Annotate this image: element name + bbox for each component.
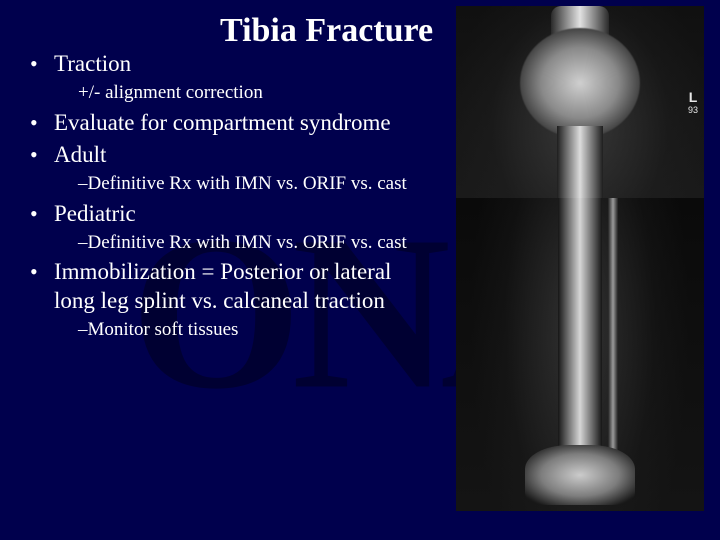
dash-icon bbox=[78, 173, 88, 194]
sub-bullet: Definitive Rx with IMN vs. ORIF vs. cast bbox=[78, 231, 410, 255]
bullet-text: Traction bbox=[54, 50, 131, 79]
bullet-text: Pediatric bbox=[54, 200, 136, 229]
bullet-item: • Adult Definitive Rx with IMN vs. ORIF … bbox=[30, 141, 410, 196]
xray-side-marker: L 93 bbox=[688, 90, 698, 115]
bullet-marker: • bbox=[30, 142, 54, 168]
xray-image: L 93 bbox=[456, 6, 704, 511]
bullet-marker: • bbox=[30, 201, 54, 227]
dash-icon bbox=[78, 232, 88, 253]
content-area: • Traction +/- alignment correction • Ev… bbox=[30, 50, 410, 346]
sub-bullet-text: Monitor soft tissues bbox=[88, 319, 239, 340]
dash-icon bbox=[78, 319, 88, 340]
bullet-item: • Immobilization = Posterior or lateral … bbox=[30, 258, 410, 341]
slide-container: Tibia Fracture • Traction +/- alignment … bbox=[0, 0, 720, 540]
sub-bullet-text: Definitive Rx with IMN vs. ORIF vs. cast bbox=[88, 232, 407, 253]
bullet-list: • Traction +/- alignment correction • Ev… bbox=[30, 50, 410, 342]
sub-bullet-text: Definitive Rx with IMN vs. ORIF vs. cast bbox=[88, 173, 407, 194]
bullet-item: • Evaluate for compartment syndrome bbox=[30, 109, 410, 138]
bullet-marker: • bbox=[30, 51, 54, 77]
xray-lower-panel bbox=[456, 198, 704, 511]
slide-title: Tibia Fracture bbox=[220, 12, 433, 50]
bullet-text: Immobilization = Posterior or lateral lo… bbox=[54, 258, 410, 316]
bullet-marker: • bbox=[30, 110, 54, 136]
bullet-item: • Traction +/- alignment correction bbox=[30, 50, 410, 105]
sub-bullet: Monitor soft tissues bbox=[78, 318, 410, 342]
xray-marker-letter: L bbox=[689, 89, 698, 105]
bullet-text: Adult bbox=[54, 141, 106, 170]
bullet-marker: • bbox=[30, 259, 54, 285]
bullet-text: Evaluate for compartment syndrome bbox=[54, 109, 391, 138]
bullet-item: • Pediatric Definitive Rx with IMN vs. O… bbox=[30, 200, 410, 255]
xray-upper-panel: L 93 bbox=[456, 6, 704, 198]
sub-bullet: Definitive Rx with IMN vs. ORIF vs. cast bbox=[78, 172, 410, 196]
xray-marker-sub: 93 bbox=[688, 106, 698, 115]
sub-bullet: +/- alignment correction bbox=[78, 81, 410, 105]
